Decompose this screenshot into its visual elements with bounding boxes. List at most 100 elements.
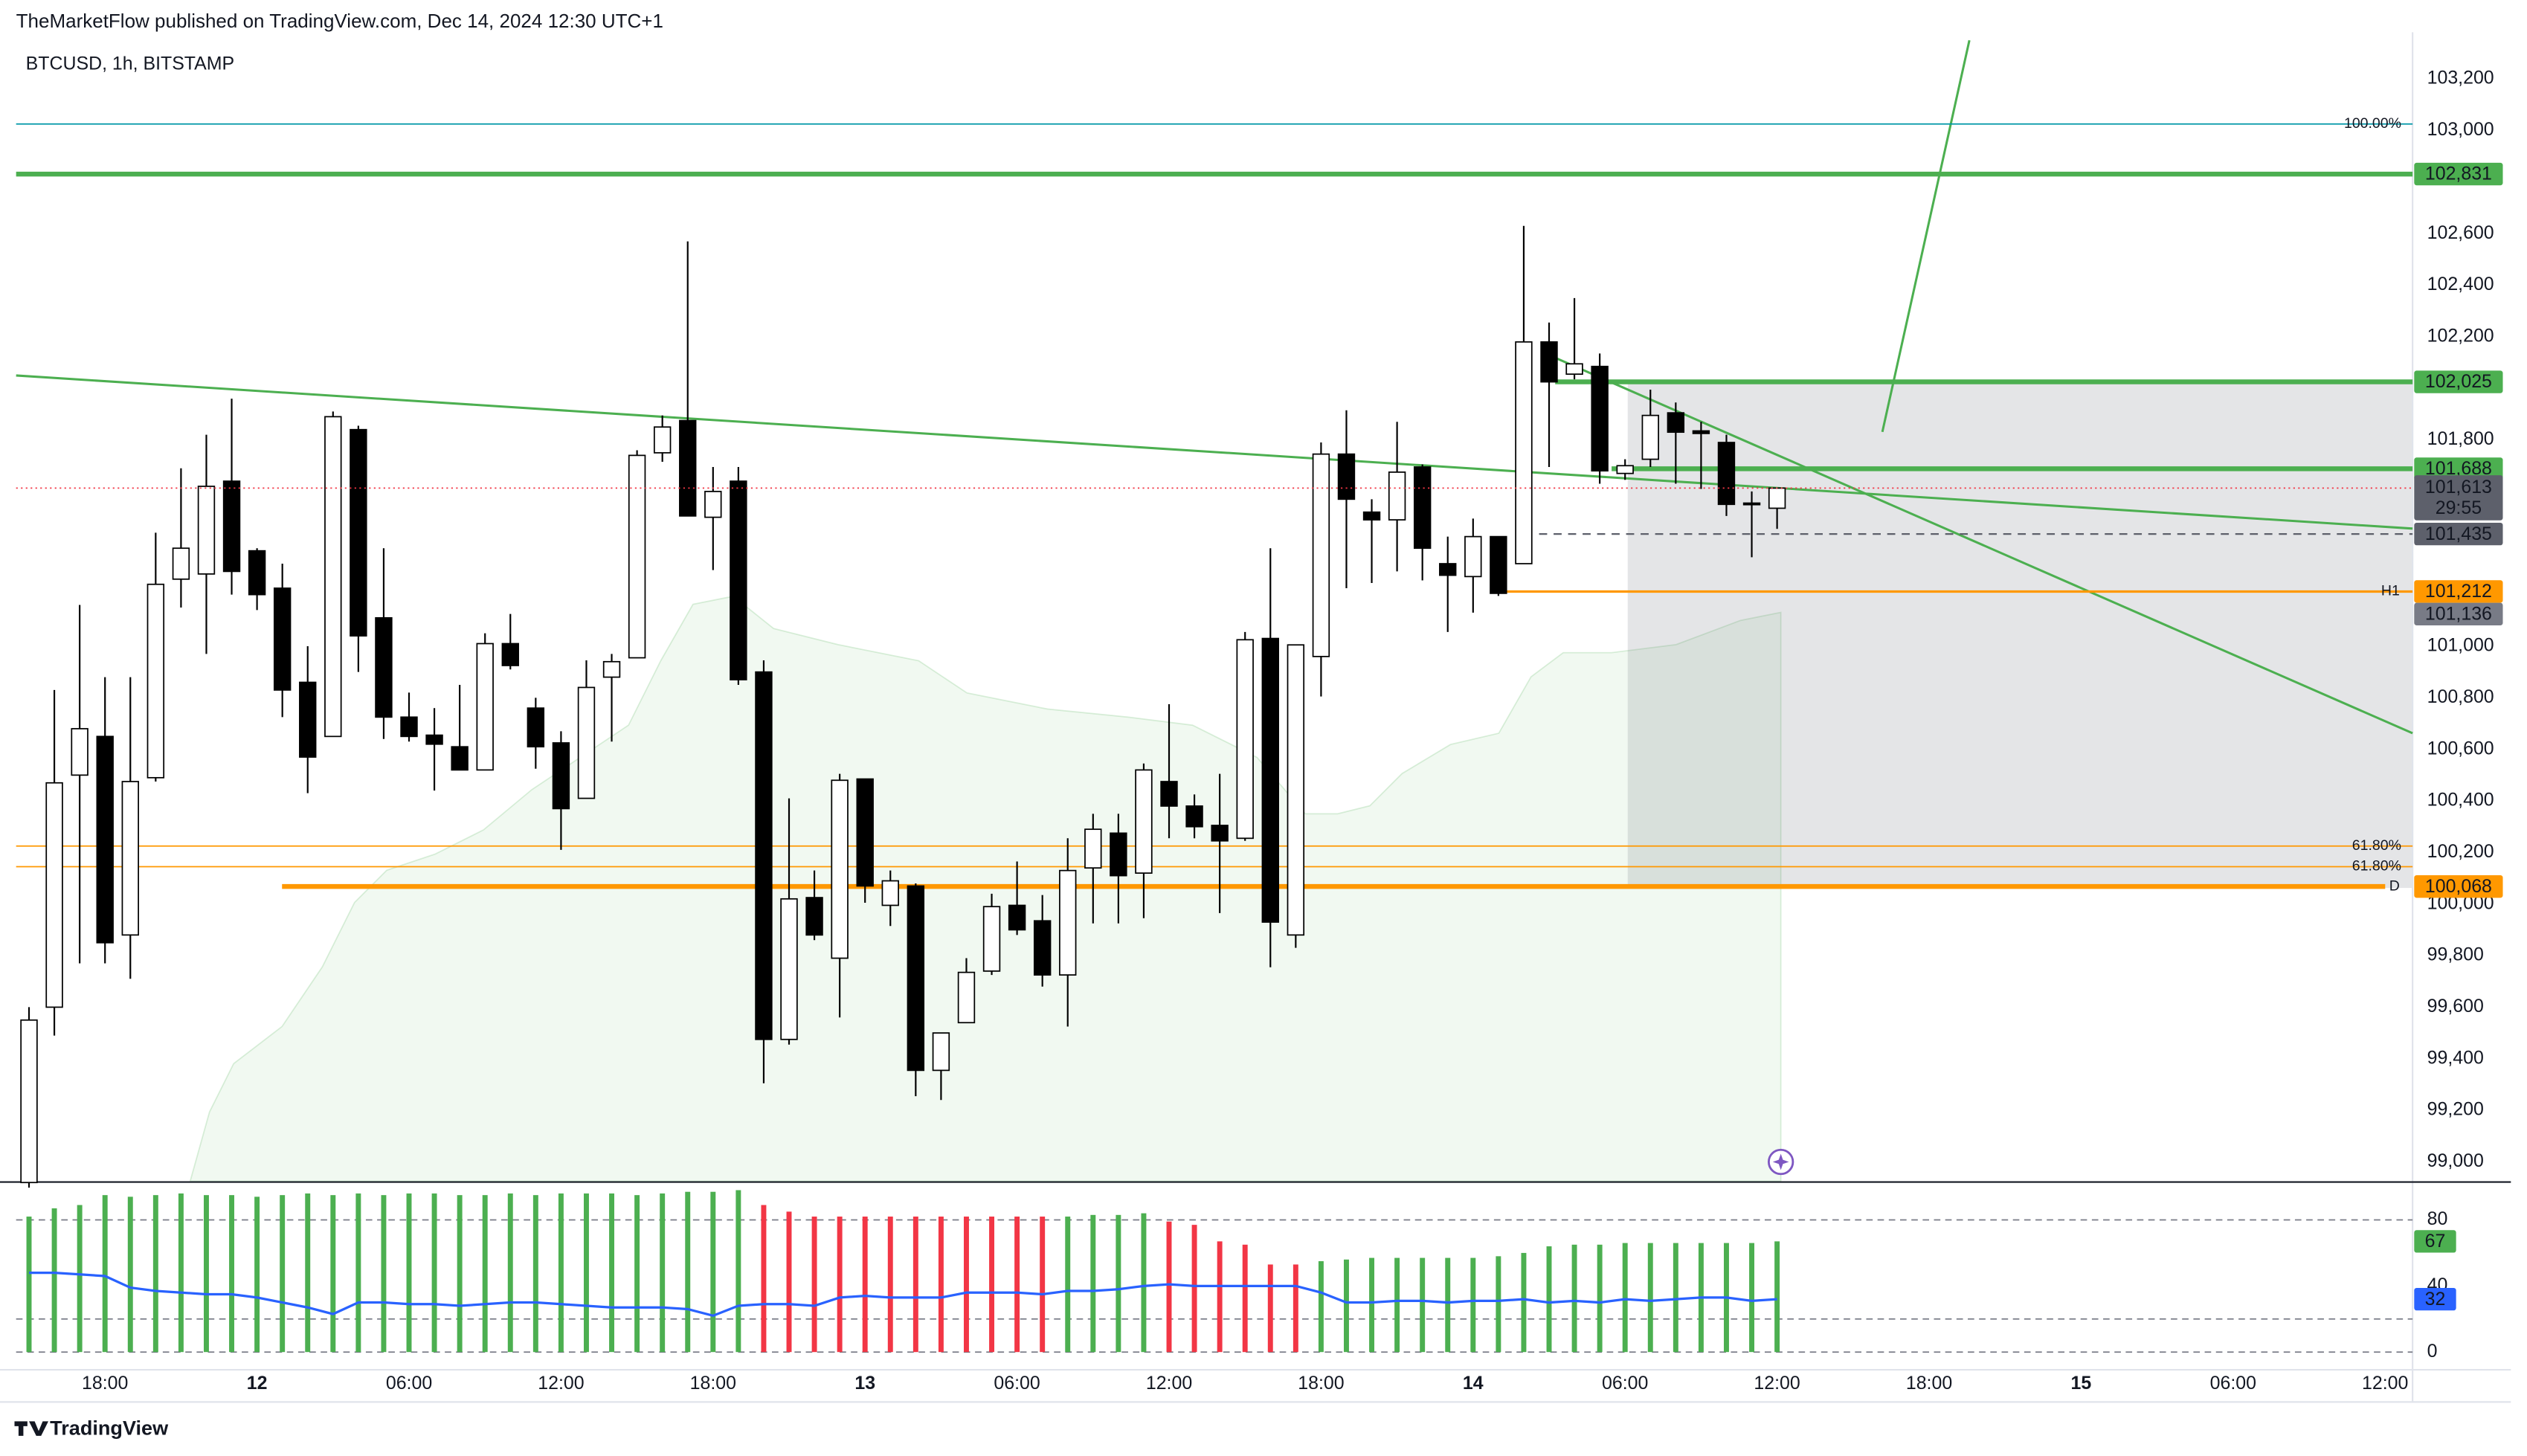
indicator-value: 32	[2425, 1289, 2446, 1310]
candle-body	[1110, 832, 1127, 877]
indicator-bar	[1242, 1244, 1248, 1353]
candle-body	[907, 885, 925, 1072]
candle-body	[1616, 465, 1634, 474]
candle-body	[1490, 535, 1507, 594]
indicator-tick-label: 80	[2427, 1208, 2448, 1229]
indicator-bar	[1774, 1241, 1780, 1353]
candle-body	[1692, 430, 1710, 434]
candle-body	[324, 416, 342, 738]
candle-body	[197, 486, 216, 575]
price-label-bg	[2414, 162, 2503, 186]
candle-body	[628, 454, 646, 659]
y-tick-label: 99,400	[2427, 1047, 2484, 1068]
indicator-bar	[558, 1193, 564, 1353]
indicator-bar	[229, 1195, 235, 1353]
indicator-bar	[786, 1211, 792, 1353]
candle-body	[602, 660, 621, 678]
candle-body	[1362, 511, 1381, 521]
x-tick-label: 06:00	[994, 1373, 1040, 1394]
candle-body	[501, 642, 519, 666]
indicator-bar	[330, 1195, 336, 1353]
candle-body	[20, 1019, 38, 1184]
price-label-bg	[2414, 522, 2503, 546]
x-tick-label: 18:00	[82, 1373, 128, 1394]
indicator-bar	[127, 1196, 133, 1353]
x-tick-label: 12:00	[1754, 1373, 1800, 1394]
candle-body	[1084, 828, 1102, 869]
candle-body	[755, 671, 773, 1040]
price-label: 102,831	[2425, 164, 2492, 184]
price-label-bg	[2414, 370, 2503, 393]
indicator-bar	[431, 1193, 437, 1353]
indicator-bar	[887, 1217, 893, 1353]
trend-line	[1881, 39, 1971, 433]
indicator-bar	[938, 1217, 944, 1353]
price-label: 102,025	[2425, 371, 2492, 392]
candle-body	[1236, 639, 1254, 840]
candle-body	[1717, 442, 1736, 506]
indicator-bar	[761, 1205, 767, 1353]
candle-body	[350, 428, 367, 637]
footer-brand: TradingView	[50, 1416, 169, 1439]
candle-body	[147, 583, 165, 779]
candle-body	[1160, 781, 1178, 807]
indicator-bar	[584, 1193, 589, 1353]
candle-body	[552, 742, 570, 810]
candle-body	[96, 735, 114, 944]
indicator-bar	[1217, 1241, 1223, 1353]
candle-body	[805, 897, 823, 936]
candle-body	[679, 419, 697, 517]
candle-body	[1211, 825, 1229, 842]
y-tick-label: 101,000	[2427, 635, 2494, 656]
indicator-bar	[1344, 1259, 1349, 1353]
y-tick-label: 103,200	[2427, 68, 2494, 88]
candle-body	[299, 681, 317, 758]
indicator-bar	[507, 1193, 513, 1353]
candle-body	[375, 616, 393, 718]
y-tick-label: 100,400	[2427, 790, 2494, 811]
x-tick-label: 06:00	[386, 1373, 432, 1394]
zone-box	[1627, 383, 2413, 889]
x-tick-label: 15	[2071, 1373, 2092, 1394]
candle-body	[1337, 453, 1356, 500]
indicator-bar	[51, 1208, 57, 1353]
indicator-bar	[685, 1191, 691, 1353]
candle-body	[1261, 637, 1279, 923]
symbol: BTCUSD, 1h, BITSTAMP	[26, 53, 234, 74]
indicator-bar	[77, 1205, 83, 1353]
y-tick-label: 100,200	[2427, 841, 2494, 862]
indicator-line	[29, 1271, 1777, 1318]
indicator-bar	[1166, 1221, 1172, 1353]
x-tick-label: 18:00	[690, 1373, 736, 1394]
candle-body	[527, 707, 545, 748]
fib-label: 100.00%	[2344, 115, 2401, 132]
indicator-bar	[989, 1217, 995, 1353]
indicator-bar	[1267, 1264, 1273, 1353]
indicator-bar	[912, 1217, 918, 1353]
indicator-bar	[1445, 1257, 1451, 1353]
indicator-bar	[254, 1196, 260, 1353]
indicator-bar	[1318, 1261, 1324, 1353]
indicator-bar	[837, 1217, 843, 1353]
price-label: 100,068	[2425, 876, 2492, 897]
candle-body	[1059, 869, 1077, 976]
indicator-bar	[1141, 1213, 1147, 1353]
candle-body	[577, 686, 596, 799]
candle-body	[1667, 412, 1685, 434]
indicator-bar	[482, 1195, 488, 1353]
indicator-bar	[1040, 1217, 1046, 1353]
y-tick-label: 99,600	[2427, 996, 2484, 1017]
candle-body	[856, 778, 874, 887]
indicator-bar	[280, 1195, 286, 1353]
candle-body	[476, 642, 494, 771]
price-label-bg	[2414, 580, 2503, 603]
candle-body	[45, 782, 63, 1008]
x-tick-label: 13	[854, 1373, 875, 1394]
x-tick-label: 12:00	[2362, 1373, 2408, 1394]
candle-body	[653, 426, 672, 454]
indicator-bar	[1394, 1257, 1400, 1353]
candle-body	[400, 716, 418, 738]
indicator-value: 67	[2425, 1231, 2446, 1252]
